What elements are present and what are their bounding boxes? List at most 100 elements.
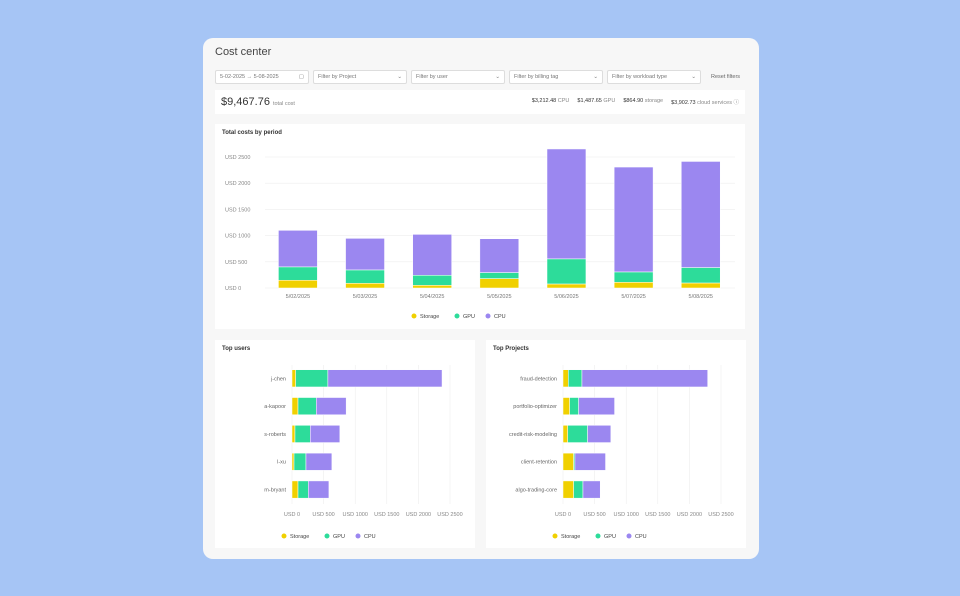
bar-segment-storage xyxy=(681,282,721,289)
bar-segment-cpu xyxy=(546,148,587,260)
legend-label: CPU xyxy=(635,534,647,540)
bar-segment-gpu xyxy=(569,397,579,416)
cpu-cost-value: $3,212.48 xyxy=(531,98,557,104)
legend-label: CPU xyxy=(494,314,506,320)
y-tick-label: USD 2500 xyxy=(225,155,250,161)
bar-segment-gpu xyxy=(573,480,584,499)
top-users-chart: USD 0 USD 500 USD 1000 USD 1500 USD 2000 USD … xyxy=(264,365,463,540)
bar-segment-cpu xyxy=(278,230,318,268)
bar-segment-storage xyxy=(479,278,520,289)
top-projects-panel: Top Projects USD 0 USD 500 USD 1000 USD 150… xyxy=(486,340,746,548)
bar-segment-cpu xyxy=(578,397,615,416)
y-tick-label: s-roberts xyxy=(264,432,286,438)
info-icon[interactable]: ⓘ xyxy=(733,100,739,106)
bar-segment-gpu xyxy=(479,272,520,279)
bar-segment-cpu xyxy=(305,452,333,471)
y-tick-label: portfolio-optimizer xyxy=(513,404,557,410)
bar-segment-cpu xyxy=(316,397,347,416)
x-tick-label: USD 2500 xyxy=(437,512,462,518)
y-tick-label: fraud-detection xyxy=(520,376,557,382)
bar-segment-cpu xyxy=(574,452,606,471)
gpu-cost: $1,487.65 GPU xyxy=(577,98,615,106)
bar-segment-cpu xyxy=(479,238,520,273)
cost-center-card: Cost center 5-02-2025 → 5-08-2025 ▢ Filte… xyxy=(203,38,759,559)
workload-type-filter-label: Filter by workload type xyxy=(612,74,668,80)
bar-segment-cpu xyxy=(681,161,721,268)
project-filter-label: Filter by Project xyxy=(318,74,357,80)
bar-segment-gpu xyxy=(293,452,307,471)
period-chart-panel: Total costs by period USD 0 USD 500 USD 10… xyxy=(215,124,745,329)
bar-segment-gpu xyxy=(681,267,721,284)
bar-segment-cpu xyxy=(345,238,385,271)
legend-swatch xyxy=(454,313,460,319)
date-range-value: 5-02-2025 → 5-08-2025 xyxy=(220,74,279,80)
bar-segment-storage xyxy=(291,397,299,416)
legend-swatch xyxy=(595,533,601,539)
chevron-down-icon: ⌄ xyxy=(593,74,598,80)
bar-segment-storage xyxy=(562,397,570,416)
legend-label: Storage xyxy=(420,314,439,320)
x-tick-label: USD 0 xyxy=(284,512,300,518)
x-tick-label: 5/05/2025 xyxy=(487,294,511,300)
bar-segment-gpu xyxy=(546,258,587,285)
date-range-picker[interactable]: 5-02-2025 → 5-08-2025 ▢ xyxy=(215,70,309,84)
x-tick-label: 5/04/2025 xyxy=(420,294,444,300)
y-tick-label: client-retention xyxy=(521,460,557,466)
legend-label: Storage xyxy=(290,534,309,540)
top-projects-chart: USD 0 USD 500 USD 1000 USD 1500 USD 2000 USD … xyxy=(509,365,734,540)
gpu-cost-label: GPU xyxy=(603,98,616,104)
project-filter[interactable]: Filter by Project ⌄ xyxy=(313,70,407,84)
total-cost: $9,467.76 xyxy=(221,96,270,108)
y-tick-label: USD 2000 xyxy=(225,181,250,187)
bar-segment-gpu xyxy=(568,369,583,388)
storage-cost-label: storage xyxy=(644,98,664,104)
legend-swatch xyxy=(485,313,491,319)
legend-swatch xyxy=(552,533,558,539)
billing-tag-filter[interactable]: Filter by billing tag ⌄ xyxy=(509,70,603,84)
bar-segment-cpu xyxy=(308,480,330,499)
reset-filters-button[interactable]: Reset filters xyxy=(711,74,741,80)
page-title: Cost center xyxy=(215,46,272,58)
x-tick-label: USD 0 xyxy=(555,512,571,518)
workload-type-filter[interactable]: Filter by workload type ⌄ xyxy=(607,70,701,84)
y-tick-label: USD 0 xyxy=(225,286,241,292)
y-tick-label: l-xu xyxy=(277,460,286,466)
cloud-services-cost-label: cloud services xyxy=(697,100,732,106)
bar-segment-storage xyxy=(412,285,452,289)
bar-segment-storage xyxy=(562,369,569,388)
x-tick-label: 5/06/2025 xyxy=(554,294,578,300)
bar-segment-gpu xyxy=(295,369,329,388)
bar-segment-storage xyxy=(345,283,385,289)
bar-segment-storage xyxy=(562,425,568,443)
cpu-cost-label: CPU xyxy=(557,98,570,104)
bar-segment-storage xyxy=(278,279,318,289)
chart-title: Top Projects xyxy=(493,346,529,352)
x-tick-label: USD 2000 xyxy=(406,512,431,518)
user-filter[interactable]: Filter by user ⌄ xyxy=(411,70,505,84)
filter-bar: 5-02-2025 → 5-08-2025 ▢ Filter by Project… xyxy=(215,70,740,84)
billing-tag-filter-label: Filter by billing tag xyxy=(514,74,559,80)
top-users-panel: Top users USD 0 USD 500 USD 1000 USD 1500 US… xyxy=(215,340,475,548)
period-chart: USD 0 USD 500 USD 1000 USD 1500 USD 2000 USD … xyxy=(225,148,735,320)
legend-label: CPU xyxy=(364,534,376,540)
y-tick-label: USD 500 xyxy=(225,260,247,266)
chart-title: Top users xyxy=(222,346,251,352)
bar-segment-cpu xyxy=(327,369,443,388)
storage-cost: $864.90 storage xyxy=(623,98,663,106)
bar-segment-storage xyxy=(291,369,296,388)
legend-swatch xyxy=(626,533,632,539)
cloud-services-cost: $3,902.73 cloud services ⓘ xyxy=(671,98,739,106)
bar-segment-storage xyxy=(291,480,299,499)
y-tick-label: a-kapoor xyxy=(264,404,286,410)
x-tick-label: USD 1500 xyxy=(645,512,670,518)
chevron-down-icon: ⌄ xyxy=(691,74,696,80)
legend-swatch xyxy=(355,533,361,539)
bar-segment-storage xyxy=(291,452,295,471)
cloud-services-cost-value: $3,902.73 xyxy=(671,100,696,106)
bar-segment-cpu xyxy=(587,425,612,443)
total-cost-label: total cost xyxy=(272,100,295,107)
bar-segment-gpu xyxy=(567,425,588,443)
x-tick-label: USD 2000 xyxy=(677,512,702,518)
bar-segment-cpu xyxy=(581,369,708,388)
x-tick-label: USD 2500 xyxy=(708,512,733,518)
